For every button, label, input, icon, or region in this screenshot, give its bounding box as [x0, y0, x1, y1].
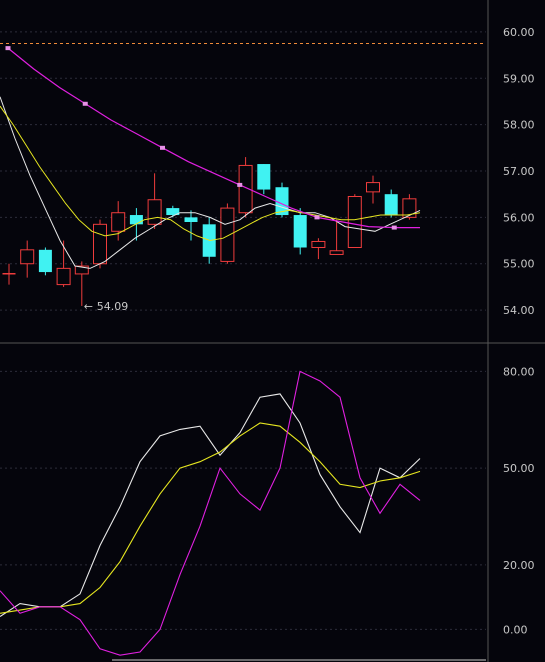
candle-body	[38, 249, 52, 273]
oscillator-line-0	[0, 393, 421, 617]
candle-body	[129, 215, 143, 225]
candle-body	[366, 182, 380, 193]
candle-body	[384, 194, 398, 216]
price-tick-label: 60.00	[503, 26, 535, 39]
ma-magenta-marker	[391, 225, 397, 230]
candle-body	[329, 250, 344, 255]
ma-magenta-marker	[5, 46, 11, 51]
candle-body	[347, 196, 362, 248]
ma-magenta-marker	[314, 215, 320, 220]
candle-body	[20, 249, 35, 265]
price-tick-label: 59.00	[503, 72, 535, 85]
candle-body	[166, 208, 180, 216]
price-tick-label: 54.00	[503, 304, 535, 317]
candle-body	[257, 164, 271, 190]
price-tick-label: 56.00	[503, 211, 535, 224]
ma-yellow-line	[0, 105, 421, 242]
price-tick-label: 57.00	[503, 165, 535, 178]
candle-body	[56, 267, 71, 286]
candle-body	[402, 198, 417, 218]
candle-body	[311, 240, 326, 249]
low-arrow-icon: ←	[84, 300, 93, 313]
candle-body	[93, 223, 107, 265]
candle-body	[147, 199, 162, 225]
candle-body	[293, 215, 307, 248]
oscillator-tick-label: 80.00	[503, 365, 535, 378]
candle-body	[2, 273, 16, 275]
price-tick-label: 55.00	[503, 258, 535, 271]
oscillator-tick-label: 0.00	[503, 623, 528, 636]
price-panel: 60.00 59.00 58.00 57.00 56.00 55.00 54.00 ← 54.0…	[0, 26, 535, 317]
ma-magenta-marker	[237, 182, 243, 187]
ma-white-line	[0, 96, 421, 269]
candle-body	[111, 212, 126, 232]
candle-body	[184, 217, 198, 222]
oscillator-line-1	[0, 422, 421, 614]
ma-magenta-marker	[82, 101, 88, 106]
oscillator-line-2	[0, 370, 421, 656]
ma-magenta-line	[7, 47, 420, 229]
ma-magenta-marker	[160, 145, 165, 150]
candle-body	[238, 164, 253, 214]
oscillator-panel: 80.00 50.00 20.00 0.00	[0, 365, 535, 656]
candle-body	[74, 265, 89, 275]
candle-body	[220, 207, 235, 262]
oscillator-tick-label: 50.00	[503, 462, 535, 475]
low-price-label: 54.09	[97, 300, 129, 313]
oscillator-tick-label: 20.00	[503, 559, 535, 572]
price-tick-label: 58.00	[503, 119, 535, 132]
